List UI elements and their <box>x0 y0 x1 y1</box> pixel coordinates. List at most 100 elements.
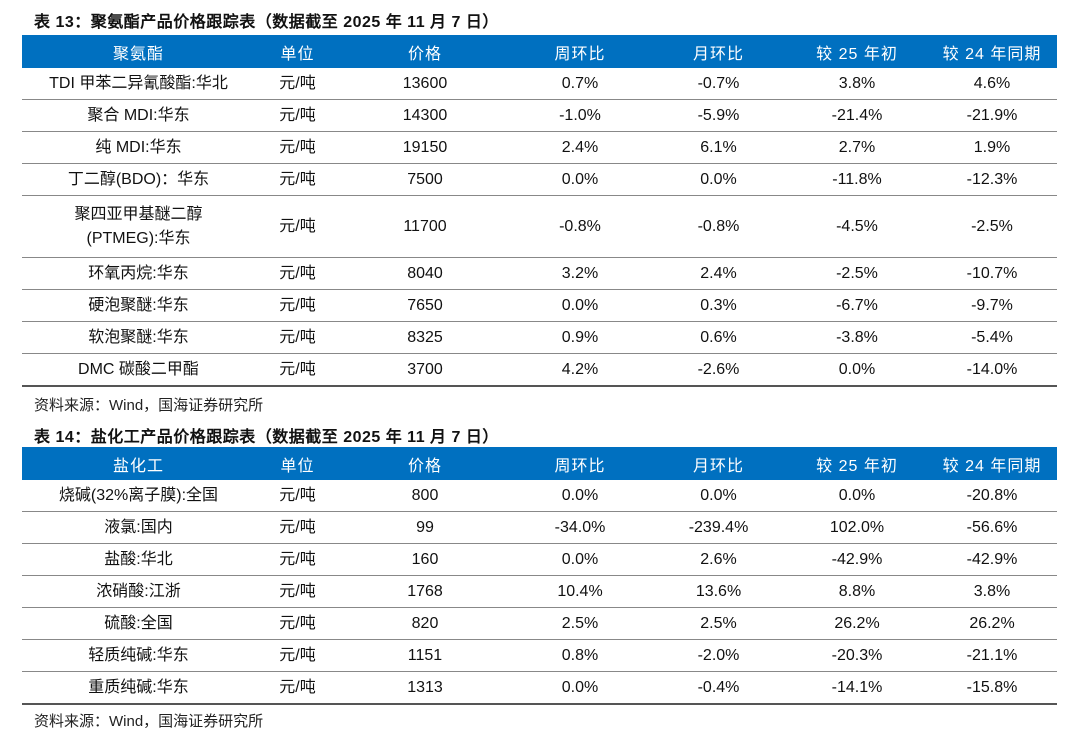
table-cell: 10.4% <box>510 575 650 608</box>
table-row: 纯 MDI:华东 元/吨 19150 2.4% 6.1% 2.7% 1.9% <box>22 131 1057 164</box>
table-cell: 0.6% <box>650 321 787 354</box>
table-cell: 元/吨 <box>255 99 340 132</box>
table-row: 盐酸:华北 元/吨 160 0.0% 2.6% -42.9% -42.9% <box>22 543 1057 576</box>
table-cell: 丁二醇(BDO)：华东 <box>22 163 255 196</box>
table-cell: -2.5% <box>927 195 1057 258</box>
column-header: 较 25 年初 <box>787 447 927 480</box>
table-cell: 元/吨 <box>255 195 340 258</box>
table-cell: -21.1% <box>927 639 1057 672</box>
table-cell: 1313 <box>340 671 510 705</box>
table-row: 聚四亚甲基醚二醇(PTMEG):华东 元/吨 11700 -0.8% -0.8% -4.5… <box>22 195 1057 258</box>
table-cell: 4.2% <box>510 353 650 387</box>
table-cell: 3700 <box>340 353 510 387</box>
table-cell: 聚四亚甲基醚二醇(PTMEG):华东 <box>22 195 255 258</box>
table-row: DMC 碳酸二甲酯 元/吨 3700 4.2% -2.6% 0.0% -14.0% <box>22 353 1057 387</box>
table-cell: 0.0% <box>650 163 787 196</box>
table-cell: 1151 <box>340 639 510 672</box>
table-cell: 7500 <box>340 163 510 196</box>
table-cell: -14.0% <box>927 353 1057 387</box>
table-cell: 4.6% <box>927 68 1057 100</box>
table-cell: 2.4% <box>510 131 650 164</box>
table-cell: 元/吨 <box>255 575 340 608</box>
table-cell: 0.3% <box>650 289 787 322</box>
table-cell: 软泡聚醚:华东 <box>22 321 255 354</box>
table-cell: 1.9% <box>927 131 1057 164</box>
table-row: 软泡聚醚:华东 元/吨 8325 0.9% 0.6% -3.8% -5.4% <box>22 321 1057 354</box>
column-header: 周环比 <box>510 447 650 480</box>
table13-title: 表 13：聚氨酯产品价格跟踪表（数据截至 2025 年 11 月 7 日） <box>34 14 499 31</box>
column-header: 较 24 年同期 <box>927 35 1057 68</box>
table-cell: 元/吨 <box>255 257 340 290</box>
table-cell: 3.2% <box>510 257 650 290</box>
table-cell: -6.7% <box>787 289 927 322</box>
table-cell: -0.8% <box>510 195 650 258</box>
header-row: 聚氨酯 单位 价格 周环比 月环比较 25 年初较 24 年同期 <box>22 35 1057 68</box>
table-cell: 元/吨 <box>255 607 340 640</box>
table-cell: 硬泡聚醚:华东 <box>22 289 255 322</box>
table-cell: -20.3% <box>787 639 927 672</box>
column-header: 盐化工 <box>22 447 255 480</box>
column-header: 月环比 <box>650 35 787 68</box>
table-cell: 2.5% <box>510 607 650 640</box>
table-cell: 0.7% <box>510 68 650 100</box>
table14-title: 表 14：盐化工产品价格跟踪表（数据截至 2025 年 11 月 7 日） <box>34 429 499 446</box>
table-cell: 元/吨 <box>255 131 340 164</box>
table-cell: 800 <box>340 480 510 512</box>
table-cell: 烧碱(32%离子膜):全国 <box>22 480 255 512</box>
table-cell: 元/吨 <box>255 639 340 672</box>
column-header: 聚氨酯 <box>22 35 255 68</box>
table-cell: 0.0% <box>510 480 650 512</box>
table-cell: DMC 碳酸二甲酯 <box>22 353 255 387</box>
table-row: TDI 甲苯二异氰酸酯:华北 元/吨 13600 0.7% -0.7% 3.8% 4.6% <box>22 68 1057 100</box>
table-cell: 0.9% <box>510 321 650 354</box>
table-cell: 0.0% <box>510 289 650 322</box>
column-header: 单位 <box>255 35 340 68</box>
table-cell: 26.2% <box>787 607 927 640</box>
table14: 盐化工 单位 价格 周环比 月环比较 25 年初较 24 年同期 烧碱(32%离子膜):全… <box>22 447 1057 705</box>
table-cell: 0.0% <box>510 543 650 576</box>
table-cell: 0.0% <box>787 480 927 512</box>
table-cell: -42.9% <box>787 543 927 576</box>
table-cell: TDI 甲苯二异氰酸酯:华北 <box>22 68 255 100</box>
table-cell: -42.9% <box>927 543 1057 576</box>
table-row: 浓硝酸:江浙 元/吨 1768 10.4% 13.6% 8.8% 3.8% <box>22 575 1057 608</box>
table-cell: 0.8% <box>510 639 650 672</box>
table-cell: 重质纯碱:华东 <box>22 671 255 705</box>
table-cell: 浓硝酸:江浙 <box>22 575 255 608</box>
table-cell: -0.4% <box>650 671 787 705</box>
table-cell: -34.0% <box>510 511 650 544</box>
table-cell: 8325 <box>340 321 510 354</box>
table-cell: 轻质纯碱:华东 <box>22 639 255 672</box>
column-header: 周环比 <box>510 35 650 68</box>
table-row: 液氯:国内 元/吨 99 -34.0% -239.4% 102.0% -56.6% <box>22 511 1057 544</box>
table-cell: 0.0% <box>510 671 650 705</box>
table-cell: -2.0% <box>650 639 787 672</box>
table-cell: 102.0% <box>787 511 927 544</box>
header-row: 盐化工 单位 价格 周环比 月环比较 25 年初较 24 年同期 <box>22 447 1057 480</box>
column-header: 单位 <box>255 447 340 480</box>
table-cell: 14300 <box>340 99 510 132</box>
column-header: 较 24 年同期 <box>927 447 1057 480</box>
table-cell: -3.8% <box>787 321 927 354</box>
table13: 聚氨酯 单位 价格 周环比 月环比较 25 年初较 24 年同期 TDI 甲苯二异氰酸酯:… <box>22 35 1057 387</box>
table-cell: 3.8% <box>927 575 1057 608</box>
table13-source: 资料来源：Wind，国海证券研究所 <box>34 397 264 414</box>
table-cell: 8040 <box>340 257 510 290</box>
table-row: 丁二醇(BDO)：华东 元/吨 7500 0.0% 0.0% -11.8% -12.3% <box>22 163 1057 196</box>
table-cell: 1768 <box>340 575 510 608</box>
table-cell: -0.7% <box>650 68 787 100</box>
table-cell: -5.9% <box>650 99 787 132</box>
table-cell: 液氯:国内 <box>22 511 255 544</box>
table-cell: 13600 <box>340 68 510 100</box>
table-cell: 聚合 MDI:华东 <box>22 99 255 132</box>
table-cell: 元/吨 <box>255 511 340 544</box>
table-cell: -15.8% <box>927 671 1057 705</box>
column-header: 价格 <box>340 447 510 480</box>
table-row: 烧碱(32%离子膜):全国 元/吨 800 0.0% 0.0% 0.0% -20.8% <box>22 480 1057 512</box>
table-row: 环氧丙烷:华东 元/吨 8040 3.2% 2.4% -2.5% -10.7% <box>22 257 1057 290</box>
table-cell: 0.0% <box>510 163 650 196</box>
table-cell: 19150 <box>340 131 510 164</box>
table-cell: -14.1% <box>787 671 927 705</box>
table-cell: 0.0% <box>787 353 927 387</box>
table-row: 轻质纯碱:华东 元/吨 1151 0.8% -2.0% -20.3% -21.1% <box>22 639 1057 672</box>
